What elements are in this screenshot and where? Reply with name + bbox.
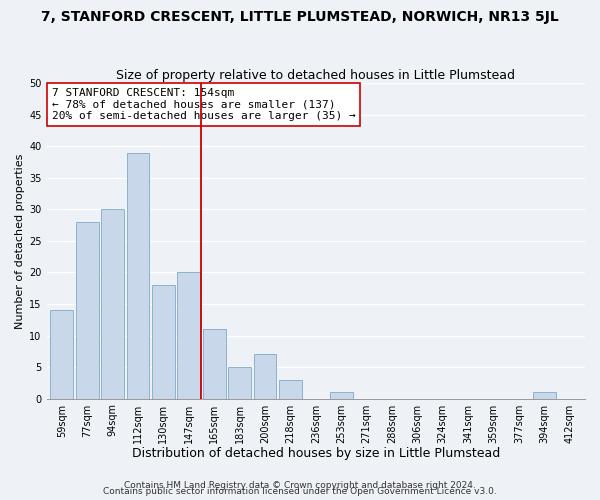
X-axis label: Distribution of detached houses by size in Little Plumstead: Distribution of detached houses by size … [131, 447, 500, 460]
Bar [152, 285, 175, 399]
Text: Contains public sector information licensed under the Open Government Licence v3: Contains public sector information licen… [103, 487, 497, 496]
Text: 7 STANFORD CRESCENT: 154sqm
← 78% of detached houses are smaller (137)
20% of se: 7 STANFORD CRESCENT: 154sqm ← 78% of det… [52, 88, 356, 121]
Bar [228, 367, 251, 398]
Text: 7, STANFORD CRESCENT, LITTLE PLUMSTEAD, NORWICH, NR13 5JL: 7, STANFORD CRESCENT, LITTLE PLUMSTEAD, … [41, 10, 559, 24]
Title: Size of property relative to detached houses in Little Plumstead: Size of property relative to detached ho… [116, 69, 515, 82]
Bar [178, 272, 200, 398]
Bar [254, 354, 277, 399]
Bar [330, 392, 353, 398]
Bar [533, 392, 556, 398]
Text: Contains HM Land Registry data © Crown copyright and database right 2024.: Contains HM Land Registry data © Crown c… [124, 481, 476, 490]
Bar [203, 329, 226, 398]
Bar [127, 152, 149, 398]
Bar [76, 222, 98, 398]
Bar [101, 210, 124, 398]
Bar [279, 380, 302, 398]
Y-axis label: Number of detached properties: Number of detached properties [15, 153, 25, 328]
Bar [50, 310, 73, 398]
